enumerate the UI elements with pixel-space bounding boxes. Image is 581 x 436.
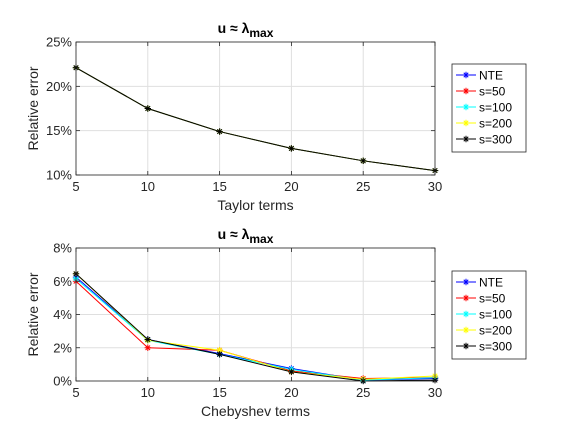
chart1-plot-area [76, 42, 435, 175]
chart2-series-4-point-2-d2 [217, 351, 223, 357]
chart2-legend-label-3: s=200 [479, 324, 512, 338]
chart2-legend-marker-3 [462, 326, 470, 334]
chart1-xlabel: Taylor terms [217, 197, 293, 213]
chart2-series-3-point-2-d2 [217, 347, 223, 353]
chart1-series-4-point-4 [360, 157, 367, 165]
chart1-legend-marker-0 [462, 71, 470, 79]
chart1-series-4-point-1 [144, 105, 151, 112]
chart2-series-line-3 [75, 273, 436, 380]
chart2-legend-marker-4-d2 [463, 343, 469, 349]
chart1-title: u ≈ λmax [218, 20, 274, 40]
chart1-title-main: u ≈ λ [218, 20, 250, 36]
chart2-legend-marker-1 [462, 294, 470, 302]
chart2-ylabel: Relative error [25, 272, 41, 356]
chart1-ytick-label-2: 20% [46, 79, 72, 94]
chart2-legend-marker-2 [462, 310, 470, 318]
chart1-series-4-point-2-d2 [217, 128, 223, 135]
chart2-legend-marker-0-d2 [463, 279, 469, 285]
chart2-series-4-point-3 [288, 368, 295, 376]
chart1-series-4-point-3-d2 [288, 145, 294, 151]
chart2-ytick-label-2: 4% [53, 307, 72, 322]
chart2-legend-label-2: s=100 [479, 308, 512, 322]
chart2-xtick-label-3: 20 [284, 385, 298, 400]
chart2-title: u ≈ λmax [218, 226, 274, 246]
chart2-legend-marker-1-d2 [463, 295, 469, 301]
chart2-xtick-label-1: 10 [141, 385, 155, 400]
chart1-legend-marker-4 [462, 135, 470, 143]
chart2-legend-label-4: s=300 [479, 340, 512, 354]
chart2-legend-marker-0 [462, 278, 470, 286]
chart1-xtick-label-3: 20 [284, 179, 298, 194]
chart2-xtick-label-0: 5 [72, 385, 79, 400]
chart2-series-1-point-1 [144, 344, 151, 351]
chart1-ylabel: Relative error [25, 66, 41, 150]
chart1-legend-marker-4-d2 [463, 136, 469, 142]
chart2-series-4-point-1 [144, 336, 151, 343]
chart2-ytick-label-4: 8% [53, 241, 72, 256]
chart1-legend-marker-0-d2 [463, 72, 469, 78]
chart1-xtick-label-2: 15 [212, 179, 226, 194]
chart1-xtick-label-0: 5 [72, 179, 79, 194]
chart2-xtick-label-5: 30 [428, 385, 442, 400]
chart2-ytick-label-3: 6% [53, 274, 72, 289]
chart2-series-4-point-3-d2 [288, 369, 294, 375]
chart1-series-4-point-3 [288, 145, 295, 152]
chart1-legend-marker-2-d2 [463, 104, 469, 110]
chart1-ytick-label-0: 10% [46, 168, 72, 183]
chart1-xtick-label-4: 25 [356, 179, 370, 194]
chart1-legend-label-4: s=300 [479, 133, 512, 147]
chart1-legend: NTE s=50 s=100 s=200 s=300 [451, 63, 527, 153]
chart2-xtick-label-2: 15 [212, 385, 226, 400]
chart2-series-1-point-1-d2 [145, 345, 151, 351]
chart2-legend: NTE s=50 s=100 s=200 s=300 [451, 270, 527, 360]
chart2-xtick-label-4: 25 [356, 385, 370, 400]
chart2-legend-marker-4 [462, 342, 470, 350]
chart1-xtick-label-5: 30 [428, 179, 442, 194]
chart2-series-4-point-2 [216, 351, 223, 358]
chart1-legend-label-0: NTE [479, 69, 503, 83]
chart1-series-4-point-1-d2 [145, 105, 151, 112]
chart1-legend-label-3: s=200 [479, 117, 512, 131]
chart1-ytick-label-1: 15% [46, 123, 72, 138]
chart1-group: 5 10 15 20 25 30 10% 15% 20% 25% Taylor terms Relat… [25, 20, 527, 213]
chart2-xlabel: Chebyshev terms [201, 403, 310, 419]
chart1-xtick-label-1: 10 [141, 179, 155, 194]
chart1-series-4-point-4-d2 [360, 158, 366, 164]
chart2-ytick-label-0: 0% [53, 374, 72, 389]
chart2-legend-label-1: s=50 [479, 292, 506, 306]
chart1-ytick-label-3: 25% [46, 35, 72, 50]
chart2-ytick-label-1: 2% [53, 340, 72, 355]
chart2-legend-label-0: NTE [479, 276, 503, 290]
chart2-group: 5 10 15 20 25 30 0% 2% 4% 6% 8% Chebyshev terms Rela… [25, 226, 527, 419]
chart2-series-line-2 [75, 278, 436, 381]
chart2-title-main: u ≈ λ [218, 226, 250, 242]
chart1-series-line-4 [75, 67, 436, 172]
chart2-legend-marker-3-d2 [463, 327, 469, 333]
chart1-axes-box [75, 41, 436, 176]
chart1-legend-marker-1-d2 [463, 88, 469, 94]
chart2-title-subscript: max [249, 232, 273, 246]
chart1-legend-marker-2 [462, 103, 470, 111]
chart1-legend-marker-3-d2 [463, 120, 469, 126]
chart1-legend-marker-1 [462, 87, 470, 95]
chart1-legend-label-2: s=100 [479, 101, 512, 115]
chart1-title-subscript: max [249, 26, 273, 40]
chart2-legend-marker-2-d2 [463, 311, 469, 317]
chart1-legend-marker-3 [462, 119, 470, 127]
chart1-legend-label-1: s=50 [479, 85, 506, 99]
chart2-series-4-point-1-d2 [145, 336, 151, 343]
chart1-series-4-point-2 [216, 128, 223, 135]
